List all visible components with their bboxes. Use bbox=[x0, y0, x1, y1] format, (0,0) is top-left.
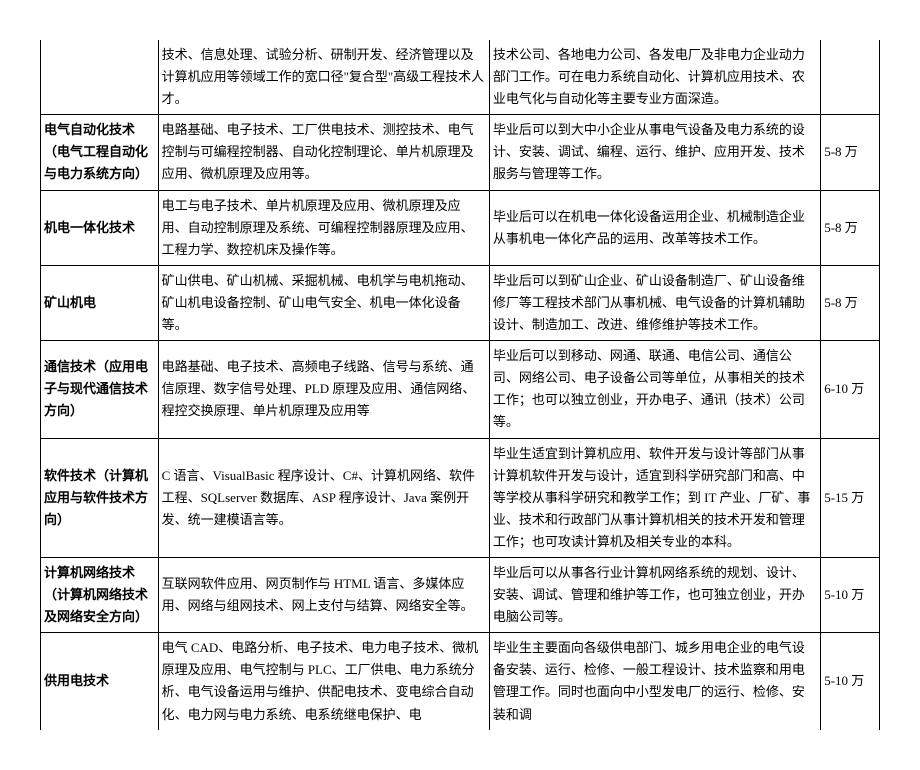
table-row: 机电一体化技术 电工与电子技术、单片机原理及应用、微机原理及应用、自动控制原理及… bbox=[41, 190, 880, 265]
salary-cell: 5-8 万 bbox=[821, 190, 880, 265]
salary-cell: 5-8 万 bbox=[821, 115, 880, 190]
courses-cell: 电工与电子技术、单片机原理及应用、微机原理及应用、自动控制原理及系统、可编程控制… bbox=[158, 190, 489, 265]
major-name-cell: 电气自动化技术（电气工程自动化与电力系统方向） bbox=[41, 115, 159, 190]
salary-cell: 5-10 万 bbox=[821, 633, 880, 730]
salary-cell bbox=[821, 40, 880, 115]
courses-cell: 电路基础、电子技术、工厂供电技术、测控技术、电气控制与可编程控制器、自动化控制理… bbox=[158, 115, 489, 190]
prospects-cell: 毕业生主要面向各级供电部门、城乡用电企业的电气设备安装、运行、检修、一般工程设计… bbox=[489, 633, 820, 730]
major-name-cell: 通信技术（应用电子与现代通信技术方向） bbox=[41, 341, 159, 438]
courses-cell: 互联网软件应用、网页制作与 HTML 语言、多媒体应用、网络与组网技术、网上支付… bbox=[158, 557, 489, 632]
major-name-cell: 机电一体化技术 bbox=[41, 190, 159, 265]
courses-cell: 电路基础、电子技术、高频电子线路、信号与系统、通信原理、数字信号处理、PLD 原… bbox=[158, 341, 489, 438]
major-name-cell: 矿山机电 bbox=[41, 265, 159, 340]
prospects-cell: 毕业后可以在机电一体化设备运用企业、机械制造企业从事机电一体化产品的运用、改革等… bbox=[489, 190, 820, 265]
prospects-cell: 毕业后可以到大中小企业从事电气设备及电力系统的设计、安装、调试、编程、运行、维护… bbox=[489, 115, 820, 190]
salary-cell: 5-8 万 bbox=[821, 265, 880, 340]
table-row: 矿山机电 矿山供电、矿山机械、采掘机械、电机学与电机拖动、矿山机电设备控制、矿山… bbox=[41, 265, 880, 340]
courses-cell: 技术、信息处理、试验分析、研制开发、经济管理以及计算机应用等领域工作的宽口径"复… bbox=[158, 40, 489, 115]
table-row: 软件技术（计算机应用与软件技术方向） C 语言、VisualBasic 程序设计… bbox=[41, 438, 880, 557]
courses-cell: 矿山供电、矿山机械、采掘机械、电机学与电机拖动、矿山机电设备控制、矿山电气安全、… bbox=[158, 265, 489, 340]
table-row: 供用电技术 电气 CAD、电路分析、电子技术、电力电子技术、微机原理及应用、电气… bbox=[41, 633, 880, 730]
salary-cell: 5-15 万 bbox=[821, 438, 880, 557]
table-row: 电气自动化技术（电气工程自动化与电力系统方向） 电路基础、电子技术、工厂供电技术… bbox=[41, 115, 880, 190]
courses-cell: 电气 CAD、电路分析、电子技术、电力电子技术、微机原理及应用、电气控制与 PL… bbox=[158, 633, 489, 730]
prospects-cell: 毕业后可以到移动、网通、联通、电信公司、通信公司、网络公司、电子设备公司等单位，… bbox=[489, 341, 820, 438]
prospects-cell: 毕业后可以到矿山企业、矿山设备制造厂、矿山设备维修厂等工程技术部门从事机械、电气… bbox=[489, 265, 820, 340]
prospects-cell: 技术公司、各地电力公司、各发电厂及非电力企业动力部门工作。可在电力系统自动化、计… bbox=[489, 40, 820, 115]
table-row: 计算机网络技术（计算机网络技术及网络安全方向） 互联网软件应用、网页制作与 HT… bbox=[41, 557, 880, 632]
major-name-cell: 软件技术（计算机应用与软件技术方向） bbox=[41, 438, 159, 557]
prospects-cell: 毕业生适宜到计算机应用、软件开发与设计等部门从事计算机软件开发与设计，适宜到科学… bbox=[489, 438, 820, 557]
major-name-cell bbox=[41, 40, 159, 115]
prospects-cell: 毕业后可以从事各行业计算机网络系统的规划、设计、安装、调试、管理和维护等工作，也… bbox=[489, 557, 820, 632]
major-name-cell: 计算机网络技术（计算机网络技术及网络安全方向） bbox=[41, 557, 159, 632]
salary-cell: 5-10 万 bbox=[821, 557, 880, 632]
major-name-cell: 供用电技术 bbox=[41, 633, 159, 730]
table-row: 通信技术（应用电子与现代通信技术方向） 电路基础、电子技术、高频电子线路、信号与… bbox=[41, 341, 880, 438]
table-row: 技术、信息处理、试验分析、研制开发、经济管理以及计算机应用等领域工作的宽口径"复… bbox=[41, 40, 880, 115]
salary-cell: 6-10 万 bbox=[821, 341, 880, 438]
courses-cell: C 语言、VisualBasic 程序设计、C#、计算机网络、软件工程、SQLs… bbox=[158, 438, 489, 557]
curriculum-table: 技术、信息处理、试验分析、研制开发、经济管理以及计算机应用等领域工作的宽口径"复… bbox=[40, 40, 880, 730]
